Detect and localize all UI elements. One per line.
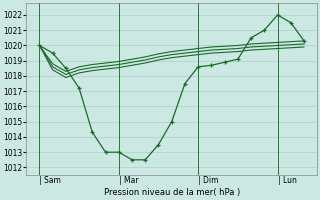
X-axis label: Pression niveau de la mer( hPa ): Pression niveau de la mer( hPa ) [104,188,240,197]
